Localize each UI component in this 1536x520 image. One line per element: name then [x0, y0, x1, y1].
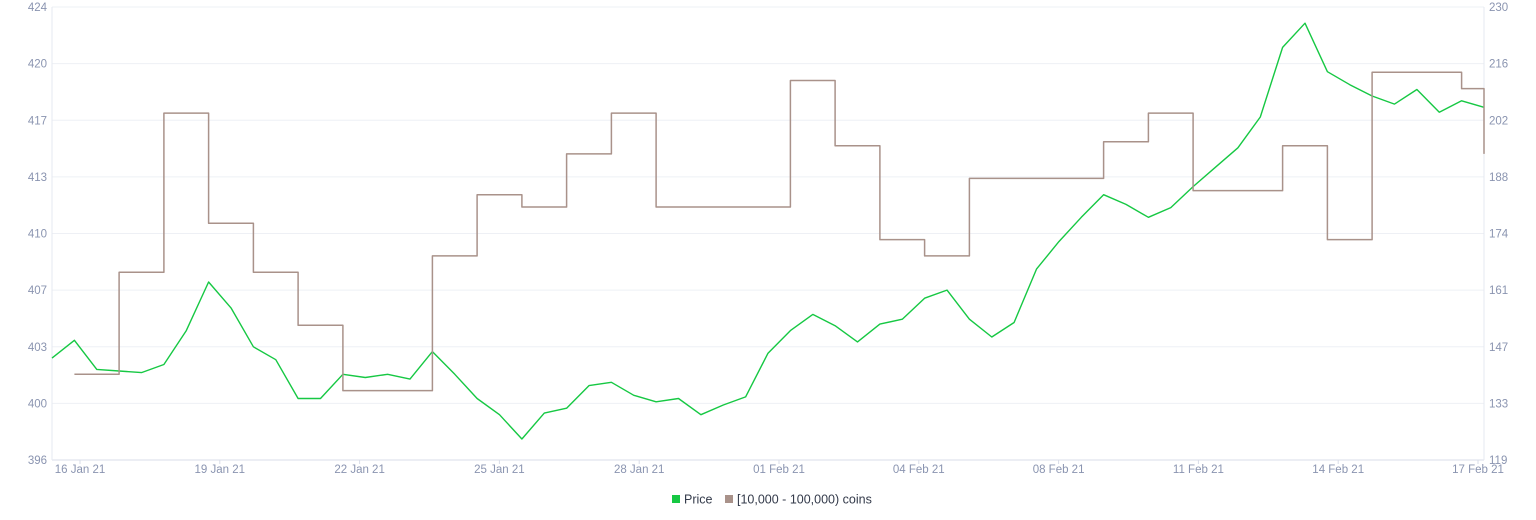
x-axis: 16 Jan 21 19 Jan 21 22 Jan 21 25 Jan 21 28 J…: [55, 460, 1504, 476]
left-y-tick-label: 396: [28, 455, 47, 467]
x-tick-label: 16 Jan 21: [55, 464, 106, 476]
gridlines: [52, 6, 1484, 461]
coins-series-line: [74, 71, 1485, 392]
left-y-tick-label: 410: [28, 229, 47, 241]
x-tick-label: 25 Jan 21: [474, 464, 525, 476]
left-y-tick-label: 403: [28, 342, 47, 354]
right-y-tick-label: 161: [1489, 285, 1508, 297]
x-tick-label: 08 Feb 21: [1033, 464, 1085, 476]
right-y-tick-label: 230: [1489, 2, 1508, 14]
legend-label: Price: [684, 493, 713, 507]
left-y-tick-label: 407: [28, 285, 47, 297]
series-layer: [51, 22, 1485, 440]
legend-swatch: [672, 495, 680, 503]
right-y-tick-label: 216: [1489, 59, 1508, 71]
left-y-tick-label: 424: [28, 2, 48, 14]
left-y-tick-label: 413: [28, 172, 47, 184]
price-series-line: [51, 22, 1485, 440]
legend-label: [10,000 - 100,000) coins: [737, 493, 872, 507]
x-tick-label: 22 Jan 21: [334, 464, 385, 476]
left-y-axis: 424 420 417 413 410 407 403 400 396: [28, 2, 53, 467]
x-tick-label: 04 Feb 21: [893, 464, 945, 476]
right-y-tick-label: 147: [1489, 342, 1508, 354]
right-y-axis: 230 216 202 188 174 161 147 133 119: [1483, 2, 1509, 467]
legend[interactable]: Price [10,000 - 100,000) coins: [672, 493, 872, 507]
x-tick-label: 11 Feb 21: [1173, 464, 1224, 476]
right-y-tick-label: 188: [1489, 172, 1508, 184]
left-y-tick-label: 400: [28, 398, 47, 410]
x-tick-label: 14 Feb 21: [1312, 464, 1364, 476]
x-tick-label: 17 Feb 21: [1452, 464, 1504, 476]
x-tick-label: 01 Feb 21: [753, 464, 805, 476]
left-y-tick-label: 417: [28, 115, 47, 127]
x-tick-label: 28 Jan 21: [614, 464, 665, 476]
right-y-tick-label: 202: [1489, 115, 1508, 127]
left-y-tick-label: 420: [28, 59, 47, 71]
x-tick-label: 19 Jan 21: [195, 464, 246, 476]
right-y-tick-label: 174: [1489, 229, 1509, 241]
legend-item[interactable]: [10,000 - 100,000) coins: [725, 493, 872, 507]
right-y-tick-label: 133: [1489, 398, 1508, 410]
right-y-tick-label: 119: [1489, 455, 1507, 467]
legend-swatch: [725, 495, 733, 503]
legend-item[interactable]: Price: [672, 493, 713, 507]
